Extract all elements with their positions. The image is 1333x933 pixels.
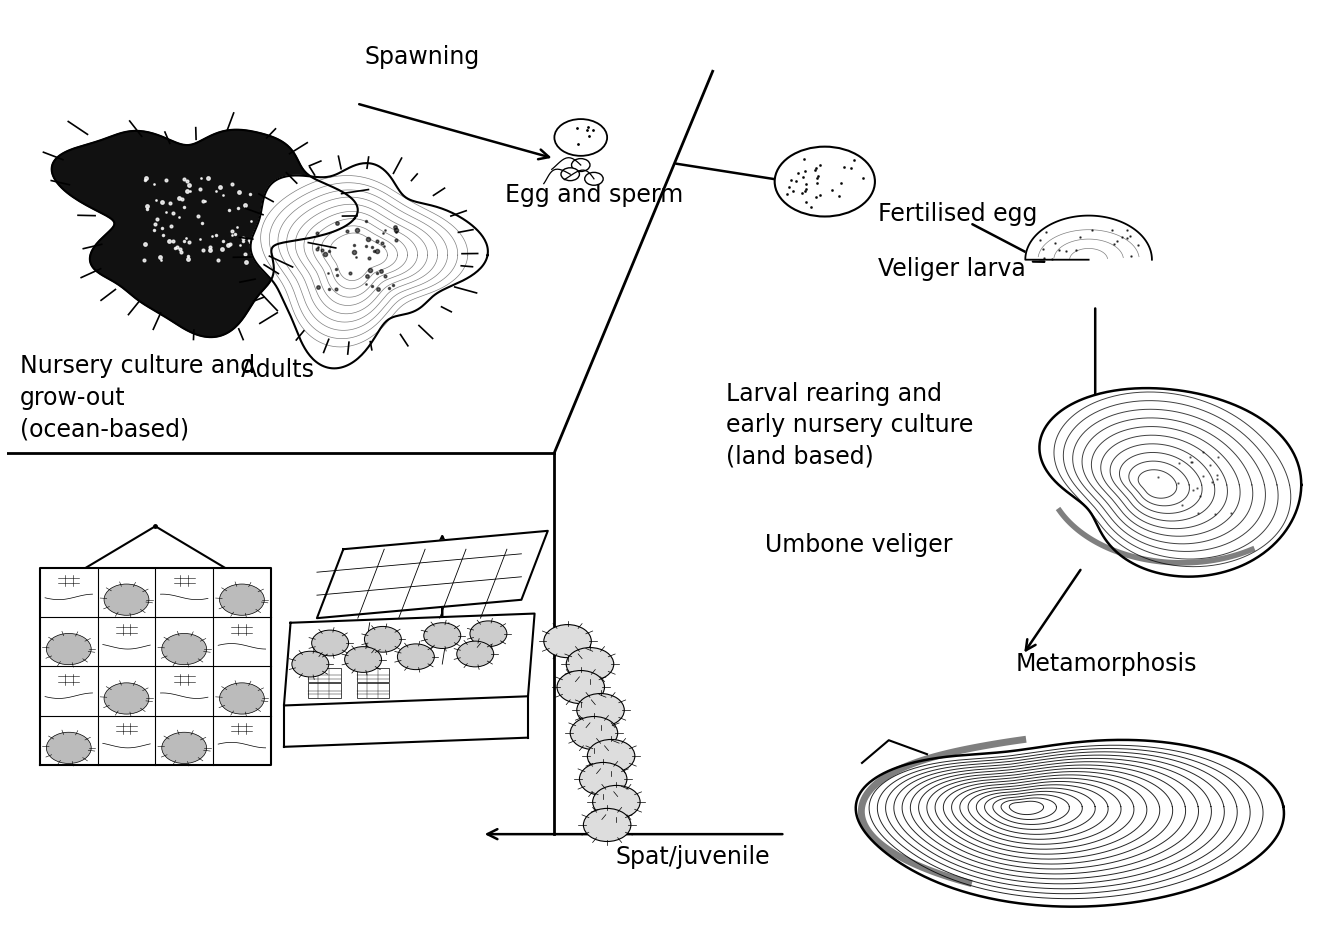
Text: Metamorphosis: Metamorphosis bbox=[1016, 652, 1197, 676]
Circle shape bbox=[557, 671, 604, 703]
Polygon shape bbox=[52, 130, 357, 337]
Circle shape bbox=[580, 762, 627, 796]
Circle shape bbox=[345, 647, 381, 673]
Circle shape bbox=[47, 732, 91, 763]
Circle shape bbox=[774, 146, 874, 216]
Circle shape bbox=[292, 651, 329, 677]
Polygon shape bbox=[284, 614, 535, 705]
Circle shape bbox=[397, 644, 435, 670]
Circle shape bbox=[584, 808, 631, 842]
Text: Veliger larva: Veliger larva bbox=[877, 257, 1025, 281]
Bar bbox=[308, 683, 341, 698]
Text: Fertilised egg: Fertilised egg bbox=[877, 202, 1037, 226]
Circle shape bbox=[47, 634, 91, 664]
Text: Spat/juvenile: Spat/juvenile bbox=[616, 845, 770, 870]
Circle shape bbox=[571, 717, 617, 749]
Circle shape bbox=[588, 740, 635, 773]
Circle shape bbox=[555, 119, 607, 156]
Circle shape bbox=[593, 786, 640, 818]
Circle shape bbox=[220, 683, 264, 714]
Circle shape bbox=[572, 159, 591, 172]
Polygon shape bbox=[1025, 216, 1152, 259]
Circle shape bbox=[585, 173, 604, 186]
Text: Egg and sperm: Egg and sperm bbox=[505, 184, 682, 207]
Circle shape bbox=[161, 732, 207, 763]
Circle shape bbox=[544, 624, 592, 658]
Polygon shape bbox=[1040, 388, 1301, 577]
Text: Adults: Adults bbox=[240, 358, 315, 382]
Circle shape bbox=[457, 641, 493, 667]
Polygon shape bbox=[251, 163, 488, 369]
Text: Larval rearing and
early nursery culture
(land based): Larval rearing and early nursery culture… bbox=[726, 382, 973, 468]
Polygon shape bbox=[317, 531, 548, 619]
Circle shape bbox=[104, 683, 149, 714]
Bar bbox=[356, 683, 389, 698]
Circle shape bbox=[104, 584, 149, 615]
Circle shape bbox=[471, 620, 507, 647]
Circle shape bbox=[561, 168, 580, 181]
Text: Spawning: Spawning bbox=[365, 46, 480, 69]
Circle shape bbox=[161, 634, 207, 664]
Polygon shape bbox=[40, 567, 271, 765]
Circle shape bbox=[312, 630, 349, 656]
Text: Umbone veliger: Umbone veliger bbox=[765, 533, 953, 557]
Circle shape bbox=[424, 622, 461, 648]
Circle shape bbox=[567, 648, 613, 681]
Circle shape bbox=[220, 584, 264, 615]
Text: Nursery culture and
grow-out
(ocean-based): Nursery culture and grow-out (ocean-base… bbox=[20, 354, 255, 441]
Bar bbox=[356, 668, 389, 683]
Circle shape bbox=[364, 626, 401, 652]
Circle shape bbox=[577, 693, 624, 727]
Bar bbox=[308, 668, 341, 683]
Polygon shape bbox=[856, 740, 1284, 907]
